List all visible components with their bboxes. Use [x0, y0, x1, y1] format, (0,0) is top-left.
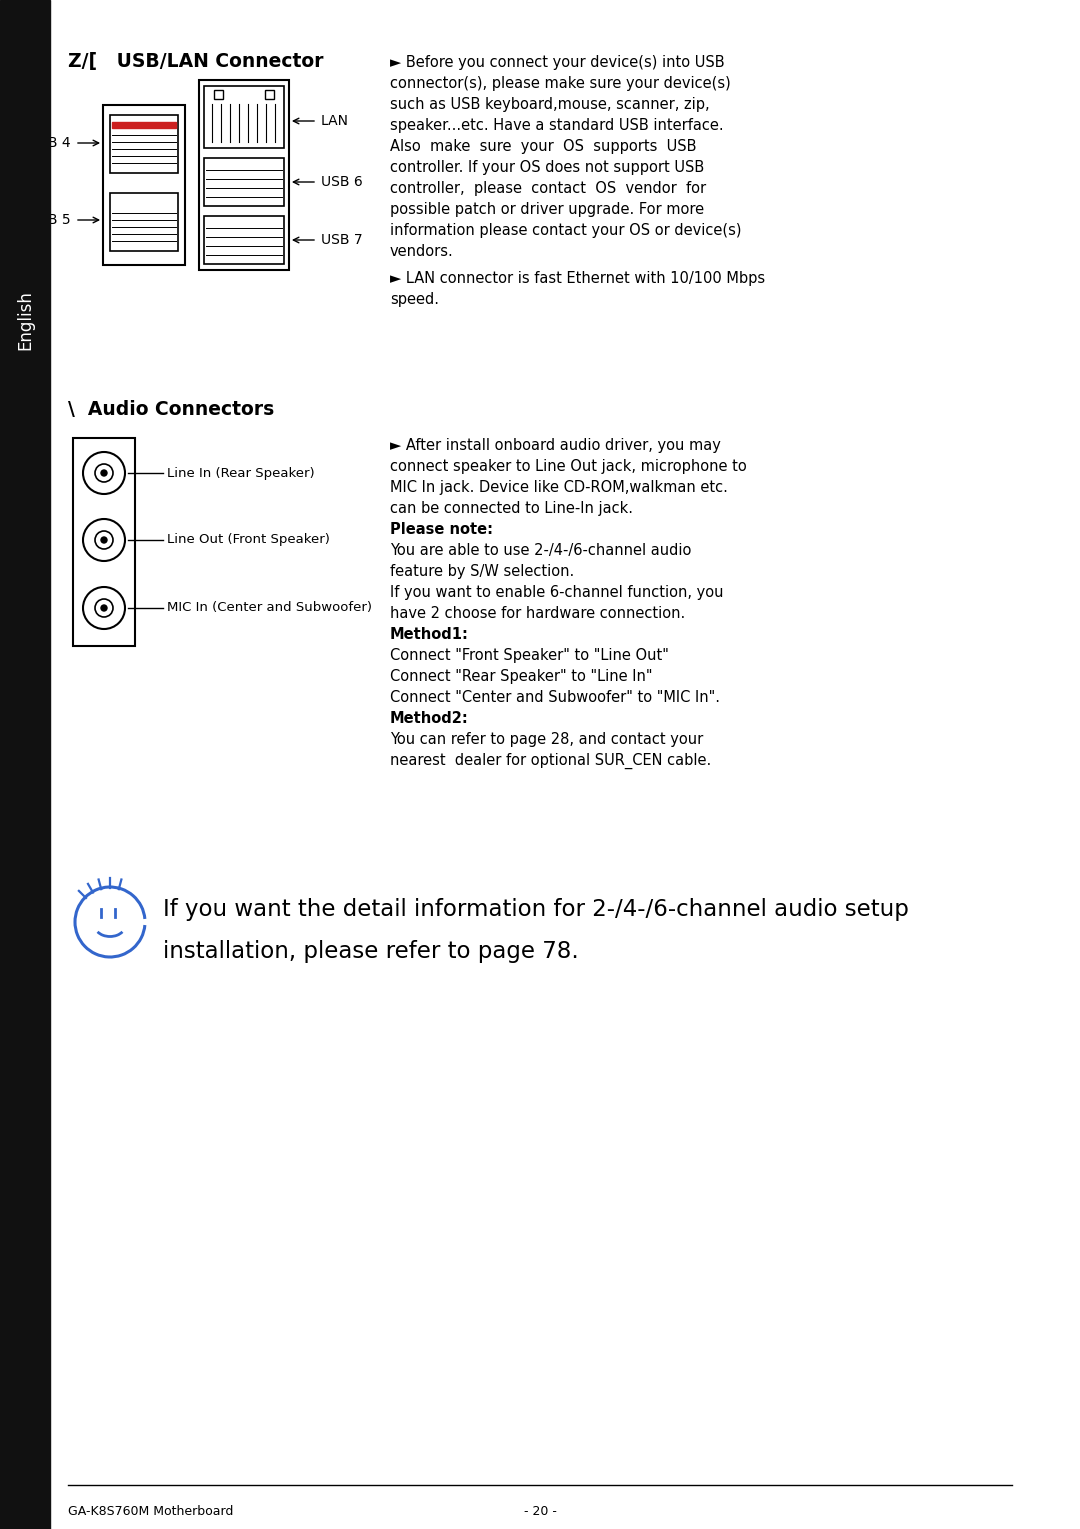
Text: connector(s), please make sure your device(s): connector(s), please make sure your devi…	[390, 76, 731, 92]
Text: MIC In (Center and Subwoofer): MIC In (Center and Subwoofer)	[167, 601, 372, 615]
Text: information please contact your OS or device(s): information please contact your OS or de…	[390, 223, 742, 239]
Text: Also  make  sure  your  OS  supports  USB: Also make sure your OS supports USB	[390, 139, 697, 154]
Bar	[204, 157, 284, 206]
Text: controller. If your OS does not support USB: controller. If your OS does not support …	[390, 161, 704, 174]
Text: English: English	[16, 291, 33, 350]
Bar	[0, 0, 50, 1529]
Text: connect speaker to Line Out jack, microphone to: connect speaker to Line Out jack, microp…	[390, 459, 746, 474]
Circle shape	[83, 453, 125, 494]
Text: USB 7: USB 7	[321, 232, 363, 248]
Text: speaker...etc. Have a standard USB interface.: speaker...etc. Have a standard USB inter…	[390, 118, 724, 133]
Circle shape	[102, 469, 107, 476]
Text: ► Before you connect your device(s) into USB: ► Before you connect your device(s) into…	[390, 55, 725, 70]
Text: ► After install onboard audio driver, you may: ► After install onboard audio driver, yo…	[390, 437, 720, 453]
Text: feature by S/W selection.: feature by S/W selection.	[390, 564, 575, 579]
Text: Z/[   USB/LAN Connector: Z/[ USB/LAN Connector	[68, 52, 324, 70]
Bar	[204, 86, 284, 148]
Text: You are able to use 2-/4-/6-channel audio: You are able to use 2-/4-/6-channel audi…	[390, 543, 691, 558]
Circle shape	[102, 537, 107, 543]
Text: ► LAN connector is fast Ethernet with 10/100 Mbps: ► LAN connector is fast Ethernet with 10…	[390, 271, 765, 286]
Text: vendors.: vendors.	[390, 245, 454, 258]
Text: such as USB keyboard,mouse, scanner, zip,: such as USB keyboard,mouse, scanner, zip…	[390, 96, 710, 112]
Bar	[214, 90, 222, 99]
Text: Method1:: Method1:	[390, 627, 469, 642]
Bar	[265, 90, 274, 99]
Text: USB 5: USB 5	[29, 213, 71, 226]
Text: Line In (Rear Speaker): Line In (Rear Speaker)	[167, 466, 314, 480]
Text: speed.: speed.	[390, 292, 438, 307]
Text: USB 6: USB 6	[321, 174, 363, 190]
Circle shape	[95, 531, 113, 549]
Text: If you want to enable 6-channel function, you: If you want to enable 6-channel function…	[390, 586, 724, 599]
Bar	[204, 216, 284, 265]
Text: USB 4: USB 4	[29, 136, 71, 150]
Circle shape	[95, 599, 113, 618]
Text: Connect "Center and Subwoofer" to "MIC In".: Connect "Center and Subwoofer" to "MIC I…	[390, 690, 720, 705]
Text: LAN: LAN	[321, 115, 349, 128]
Text: - 20 -: - 20 -	[524, 1505, 556, 1518]
Text: You can refer to page 28, and contact your: You can refer to page 28, and contact yo…	[390, 732, 703, 748]
Circle shape	[83, 587, 125, 628]
Text: MIC In jack. Device like CD-ROM,walkman etc.: MIC In jack. Device like CD-ROM,walkman …	[390, 480, 728, 495]
Text: Please note:: Please note:	[390, 521, 492, 537]
Text: have 2 choose for hardware connection.: have 2 choose for hardware connection.	[390, 605, 685, 621]
Text: controller,  please  contact  OS  vendor  for: controller, please contact OS vendor for	[390, 180, 706, 196]
Circle shape	[83, 518, 125, 561]
Bar	[103, 106, 185, 265]
Text: GA-K8S760M Motherboard: GA-K8S760M Motherboard	[68, 1505, 233, 1518]
Text: If you want the detail information for 2-/4-/6-channel audio setup: If you want the detail information for 2…	[163, 898, 909, 920]
Bar	[110, 193, 178, 251]
Text: Line Out (Front Speaker): Line Out (Front Speaker)	[167, 534, 329, 546]
Text: Method2:: Method2:	[390, 711, 469, 726]
Circle shape	[102, 605, 107, 612]
Text: Connect "Front Speaker" to "Line Out": Connect "Front Speaker" to "Line Out"	[390, 648, 669, 664]
Text: nearest  dealer for optional SUR_CEN cable.: nearest dealer for optional SUR_CEN cabl…	[390, 752, 712, 769]
Circle shape	[95, 463, 113, 482]
Text: \  Audio Connectors: \ Audio Connectors	[68, 401, 274, 419]
Text: Connect "Rear Speaker" to "Line In": Connect "Rear Speaker" to "Line In"	[390, 670, 652, 683]
Text: installation, please refer to page 78.: installation, please refer to page 78.	[163, 940, 579, 963]
Text: possible patch or driver upgrade. For more: possible patch or driver upgrade. For mo…	[390, 202, 704, 217]
Bar	[112, 122, 176, 128]
Text: can be connected to Line-In jack.: can be connected to Line-In jack.	[390, 502, 633, 515]
Bar	[73, 437, 135, 645]
Bar	[199, 80, 289, 271]
Bar	[110, 115, 178, 173]
